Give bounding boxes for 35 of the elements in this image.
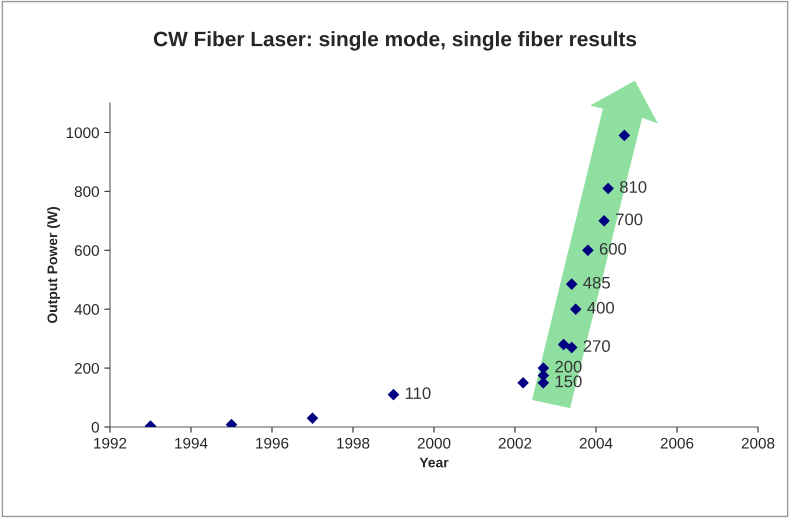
y-tick-label: 0 [92, 422, 99, 433]
point [598, 215, 610, 226]
y-tick-label: 600 [74, 245, 99, 256]
point [517, 377, 529, 388]
x-tick-label: 1992 [94, 438, 126, 449]
data-label: 110 [406, 387, 431, 400]
data-label: 600 [600, 242, 626, 255]
x-tick-label: 2008 [742, 438, 774, 449]
point [602, 182, 614, 194]
data-label: 700 [616, 213, 642, 226]
x-tick-label: 2006 [660, 438, 694, 449]
x-tick-label: 1994 [175, 438, 208, 449]
y-tick-label: 800 [74, 186, 99, 198]
data-label: 270 [584, 340, 610, 352]
x-tick-label: 1996 [256, 438, 288, 449]
x-axis-title: Year [420, 458, 448, 468]
y-tick-label: 1000 [66, 127, 99, 138]
point [388, 388, 400, 400]
x-tick-label: 2000 [418, 438, 450, 449]
y-tick-label: 200 [74, 362, 99, 374]
point [566, 278, 578, 290]
point [618, 130, 630, 142]
x-tick-label: 1998 [337, 438, 370, 449]
point [566, 342, 578, 354]
y-tick-label: 400 [74, 304, 99, 315]
point [558, 338, 570, 350]
chart-title: CW Fiber Laser: single mode, single fiber results [154, 31, 636, 51]
point [582, 244, 594, 256]
y-axis-title: Output Power (W) [47, 207, 60, 324]
x-tick-label: 2002 [498, 438, 532, 449]
point [306, 412, 318, 424]
data-label: 810 [620, 181, 646, 193]
data-label: 400 [587, 302, 614, 314]
x-tick-label: 2004 [580, 438, 613, 449]
point [570, 304, 582, 315]
